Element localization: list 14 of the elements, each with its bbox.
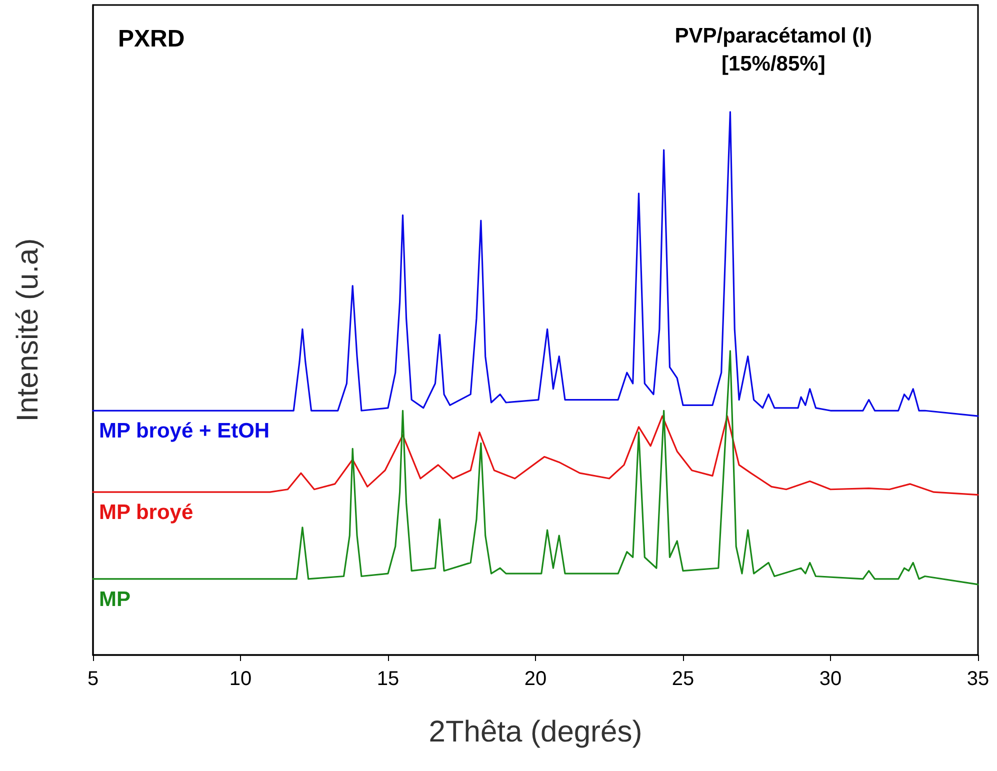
x-tick-label: 15 (376, 668, 400, 690)
series-label: MP broyé (99, 501, 194, 524)
chart-title: PXRD (118, 26, 185, 52)
y-axis-title: Intensité (u.a) (12, 238, 44, 422)
x-tick-label: 10 (229, 668, 252, 690)
x-tick-label: 20 (524, 668, 547, 690)
x-tick-label: 25 (672, 668, 694, 690)
x-axis-title: 2Thêta (degrés) (428, 716, 642, 748)
series-label: MP broyé + EtOH (99, 420, 270, 443)
x-tick-label: 5 (87, 668, 99, 690)
x-tick-label: 30 (819, 668, 842, 690)
x-tick-label: 35 (966, 668, 990, 690)
series-label: MP (99, 588, 130, 611)
text: PVP/paracétamol (I) [15%/85%] (674, 24, 872, 76)
